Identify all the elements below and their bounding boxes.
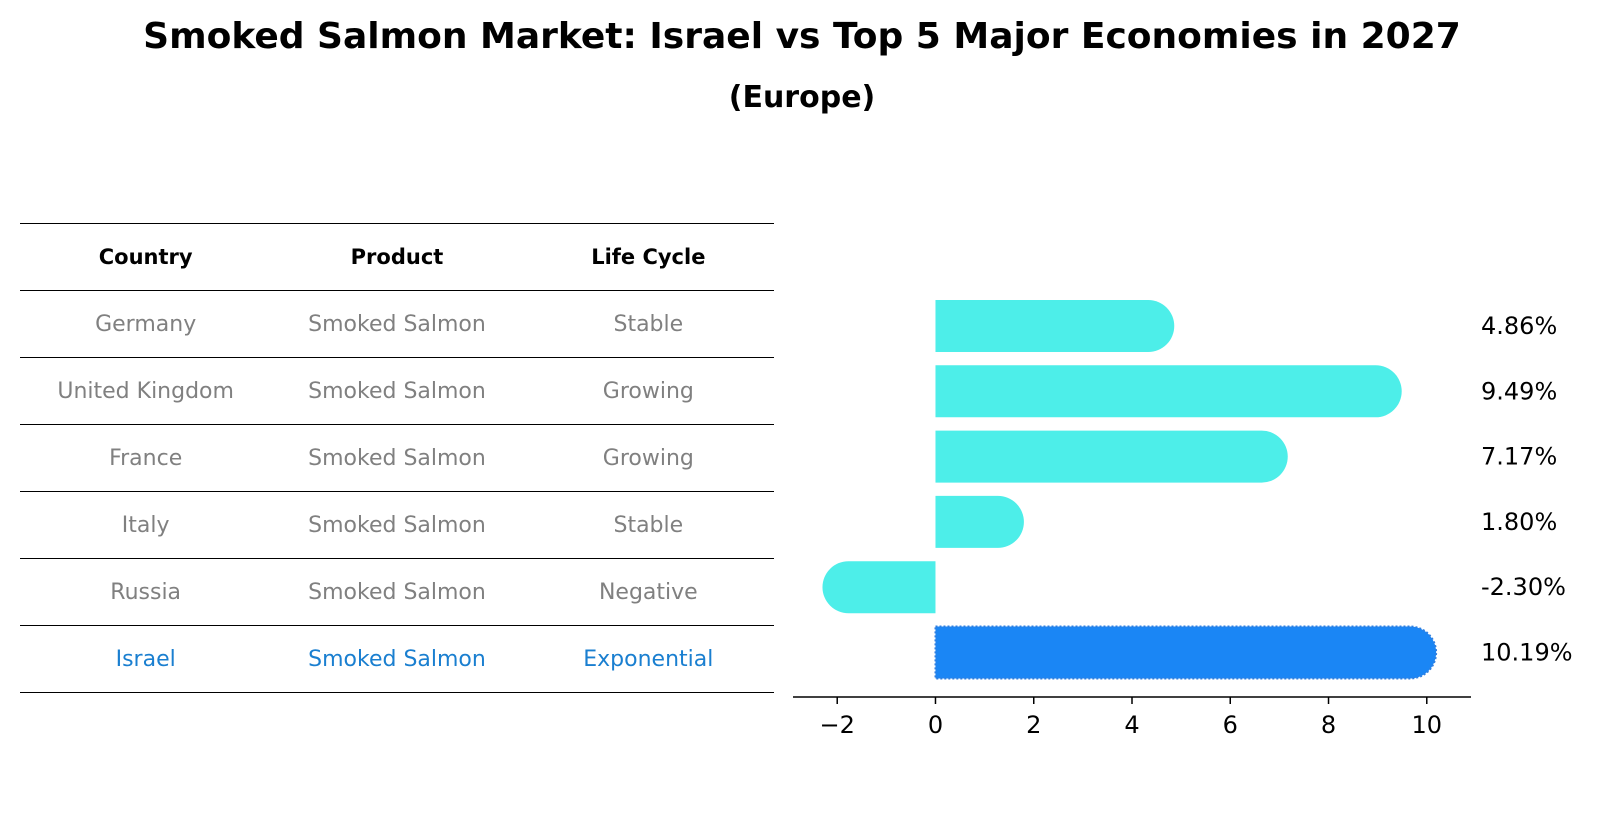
bar-germany	[935, 300, 1175, 352]
x-tick-label: 10	[1412, 711, 1443, 739]
header-product: Product	[271, 223, 523, 291]
table-row-highlight: Israel Smoked Salmon Exponential	[20, 625, 774, 693]
cell-life-cycle: Negative	[522, 558, 774, 626]
data-label: 10.19%	[1481, 639, 1573, 667]
cell-life-cycle: Exponential	[522, 625, 774, 693]
data-label: 4.86%	[1481, 312, 1557, 340]
bar-france	[935, 430, 1288, 483]
x-tick-label: −2	[820, 711, 855, 739]
header-life-cycle: Life Cycle	[522, 223, 774, 291]
x-tick-label: 0	[928, 711, 943, 739]
cell-life-cycle: Growing	[522, 357, 774, 425]
bar-united-kingdom	[935, 365, 1402, 418]
data-label: 7.17%	[1481, 443, 1557, 471]
cell-life-cycle: Stable	[522, 491, 774, 559]
chart-subtitle: (Europe)	[728, 80, 876, 115]
cell-country: Germany	[20, 290, 272, 358]
bar-israel	[934, 625, 1438, 680]
cell-product: Smoked Salmon	[271, 357, 523, 425]
x-tick-label: 2	[1026, 711, 1041, 739]
cell-product: Smoked Salmon	[271, 491, 523, 559]
country-table: Country Product Life Cycle Germany Smoke…	[20, 223, 774, 693]
table-row: Italy Smoked Salmon Stable	[20, 491, 774, 559]
cell-country: Russia	[20, 558, 272, 626]
cell-life-cycle: Growing	[522, 424, 774, 492]
cell-product: Smoked Salmon	[271, 625, 523, 693]
cell-country: France	[20, 424, 272, 492]
cell-country: Israel	[20, 625, 272, 693]
header-country: Country	[20, 223, 272, 291]
life-cycle-table: Country Product Life Cycle Germany Smoke…	[20, 223, 774, 693]
x-tick-label: 4	[1124, 711, 1139, 739]
table-row: Russia Smoked Salmon Negative	[20, 558, 774, 626]
chart-title: Smoked Salmon Market: Israel vs Top 5 Ma…	[143, 16, 1461, 57]
table-row: United Kingdom Smoked Salmon Growing	[20, 357, 774, 425]
bar-italy	[935, 495, 1024, 548]
x-tick-label: 8	[1321, 711, 1336, 739]
cell-life-cycle: Stable	[522, 290, 774, 358]
data-label: 1.80%	[1481, 508, 1557, 536]
cell-country: United Kingdom	[20, 357, 272, 425]
table-header-row: Country Product Life Cycle	[20, 223, 774, 291]
data-label: -2.30%	[1481, 573, 1566, 601]
table-row: France Smoked Salmon Growing	[20, 424, 774, 492]
x-tick-label: 6	[1223, 711, 1238, 739]
cell-country: Italy	[20, 491, 272, 559]
data-label: 9.49%	[1481, 377, 1557, 405]
cell-product: Smoked Salmon	[271, 558, 523, 626]
cell-product: Smoked Salmon	[271, 290, 523, 358]
cell-product: Smoked Salmon	[271, 424, 523, 492]
table-row: Germany Smoked Salmon Stable	[20, 290, 774, 358]
bar-russia	[822, 561, 936, 614]
